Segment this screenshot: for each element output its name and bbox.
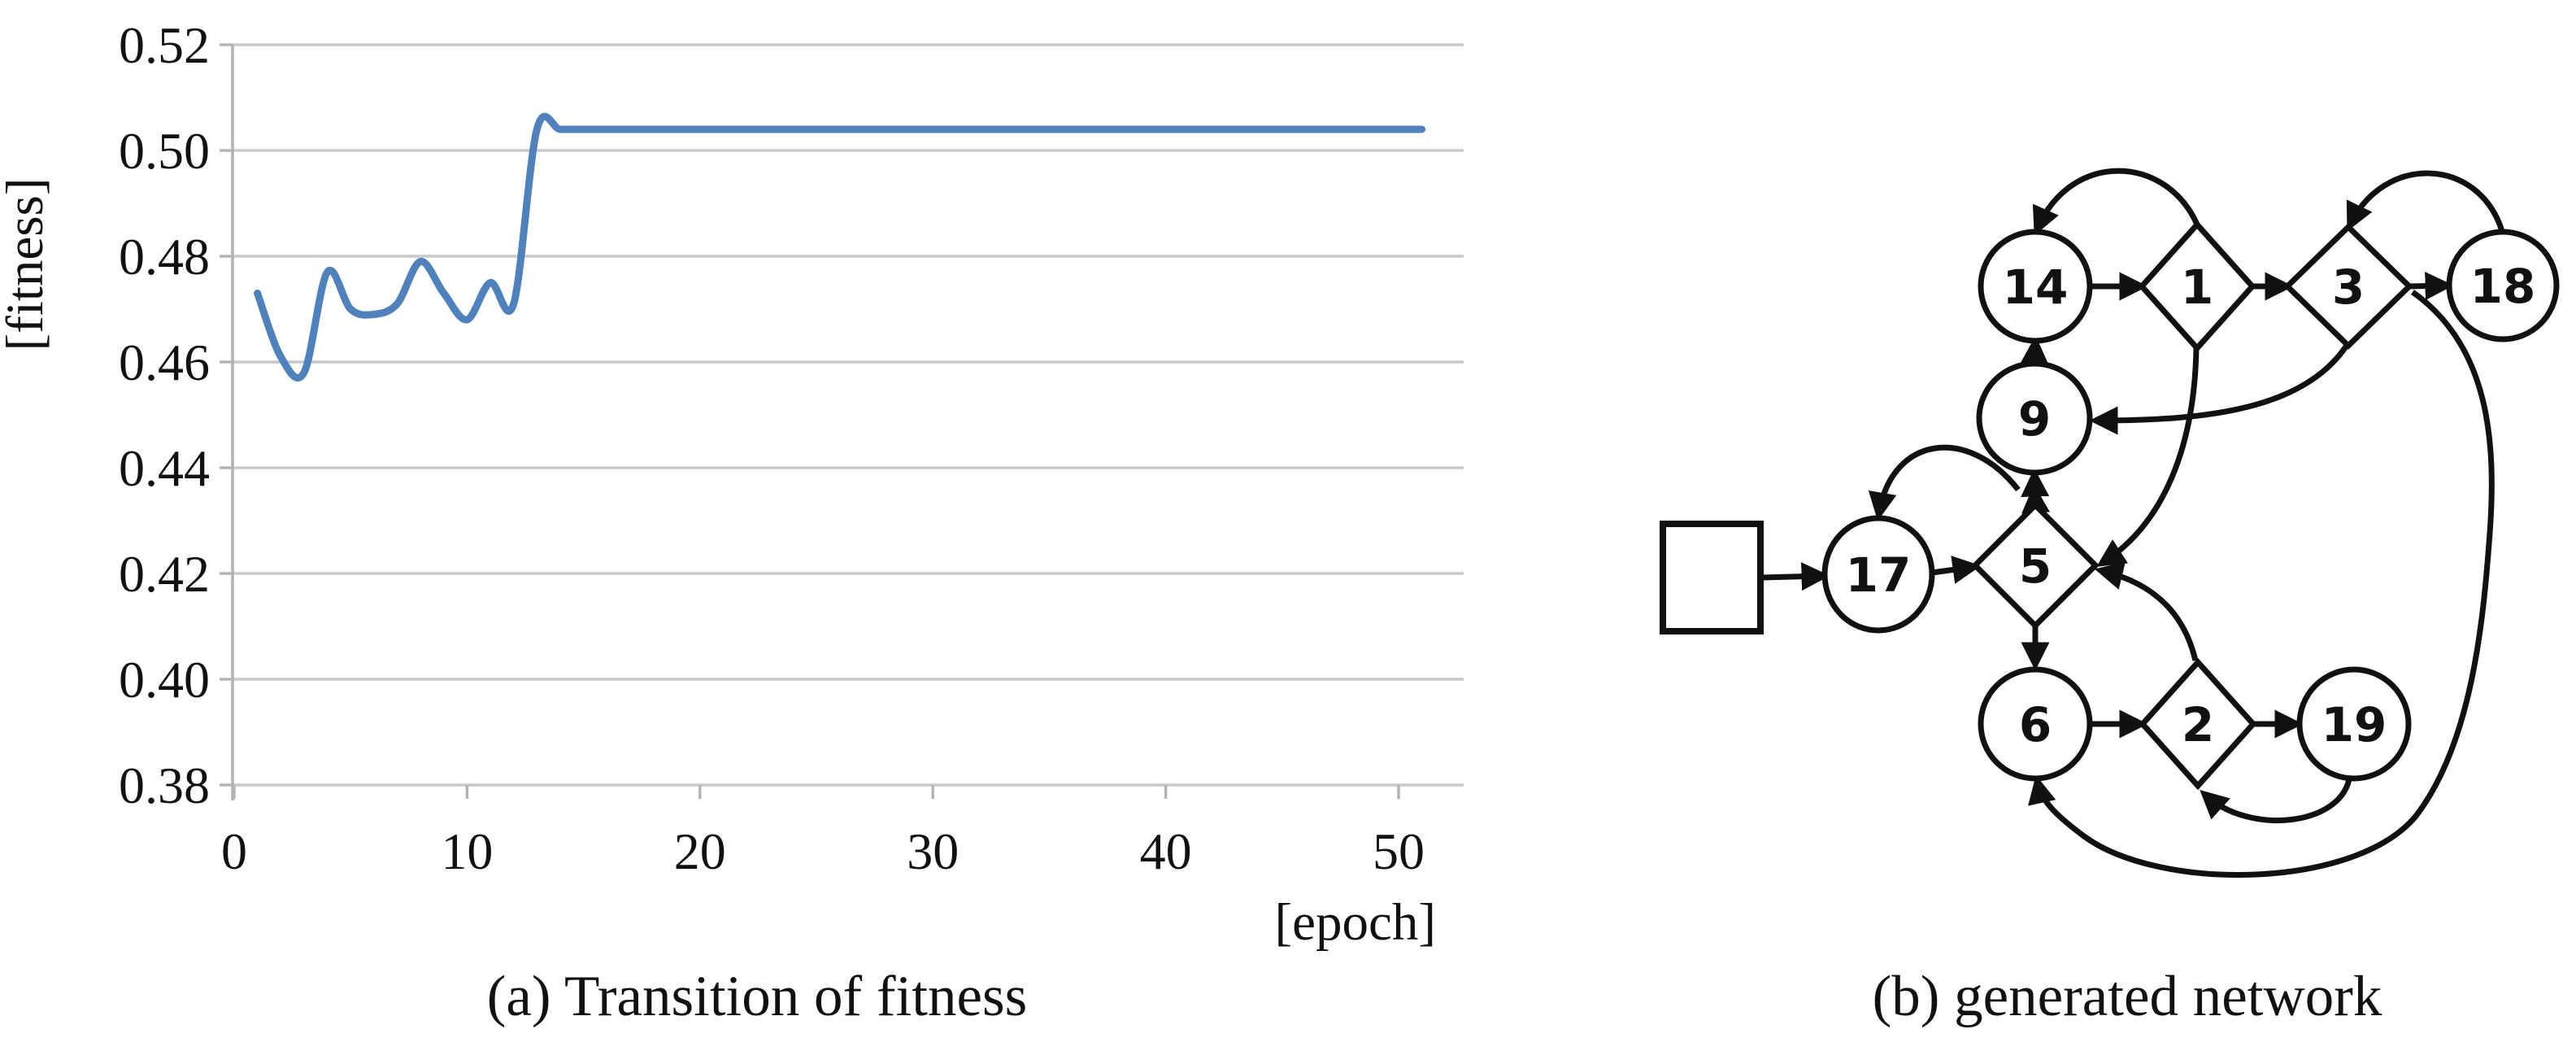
- node-label-18: 18: [2470, 259, 2536, 314]
- y-axis-label: [fitness]: [0, 178, 54, 351]
- x-tick-label-30: 30: [907, 822, 959, 880]
- x-axis-label: [epoch]: [1275, 893, 1437, 952]
- node-label-14: 14: [2003, 259, 2069, 315]
- network-nodes: [1660, 220, 2560, 791]
- node-label-5: 5: [2019, 539, 2052, 594]
- edge-1-5: [2096, 347, 2200, 567]
- node-label-2: 2: [2182, 697, 2214, 752]
- node-6-circle: [1978, 666, 2093, 782]
- node-19-circle: [2296, 666, 2412, 782]
- node-label-17: 17: [1846, 547, 1912, 603]
- node-3-diamond: [2282, 223, 2414, 350]
- edge-start-17: [1760, 562, 1830, 591]
- edge-18-3: [2346, 170, 2505, 233]
- edge-2-5: [2094, 561, 2199, 661]
- panel-b-caption: (b) generated network: [1873, 965, 2382, 1028]
- edge-17-5: [1931, 556, 1982, 584]
- node-2-diamond: [2139, 657, 2257, 791]
- node-start-square: [1660, 521, 1764, 635]
- node-5-diamond: [1971, 501, 2100, 630]
- edge-1-14: [2032, 168, 2200, 236]
- chart-gridlines: [233, 43, 1464, 787]
- node-label-1: 1: [2181, 259, 2213, 315]
- edge-3-9: [2089, 345, 2348, 435]
- node-17-circle: [1821, 515, 1935, 634]
- y-tick-label-0.50: 0.50: [119, 122, 210, 180]
- y-tick-label-0.40: 0.40: [119, 651, 210, 709]
- edge-5-17: [1868, 444, 2021, 521]
- node-label-9: 9: [2018, 391, 2051, 447]
- network-edges: [1760, 168, 2505, 878]
- x-tick-label-40: 40: [1140, 822, 1192, 880]
- y-tick-label-0.48: 0.48: [119, 228, 210, 286]
- x-tick-label-0: 0: [221, 822, 247, 880]
- node-label-3: 3: [2332, 259, 2365, 315]
- y-tick-label-0.46: 0.46: [119, 334, 210, 391]
- y-tick-label-0.42: 0.42: [119, 545, 210, 603]
- node-label-6: 6: [2019, 697, 2052, 752]
- node-9-circle: [1976, 360, 2093, 476]
- panel-a-caption: (a) Transition of fitness: [487, 965, 1028, 1028]
- chart-axes: [220, 43, 1400, 800]
- chart-series: [254, 112, 1426, 382]
- node-1-diamond: [2138, 220, 2256, 353]
- edge-19-2: [2200, 778, 2352, 824]
- fitness-line: [254, 112, 1426, 382]
- y-tick-label-0.52: 0.52: [119, 16, 210, 74]
- edge-3-6: [2028, 290, 2495, 878]
- node-18-circle: [2446, 229, 2560, 342]
- x-tick-label-50: 50: [1373, 822, 1425, 880]
- chart-tick-labels: 0.38 0.40 0.42 0.44 0.46 0.48 0.50 0.52 0 10 20 30 4…: [119, 16, 1425, 880]
- y-tick-label-0.38: 0.38: [119, 757, 210, 814]
- network-node-labels: 17 5 9 14 1 3 18 6 2 19: [1846, 259, 2536, 752]
- x-tick-label-20: 20: [674, 822, 726, 880]
- y-tick-label-0.44: 0.44: [119, 439, 210, 497]
- node-14-circle: [1978, 229, 2093, 344]
- x-tick-label-10: 10: [441, 822, 493, 880]
- node-label-19: 19: [2321, 697, 2387, 752]
